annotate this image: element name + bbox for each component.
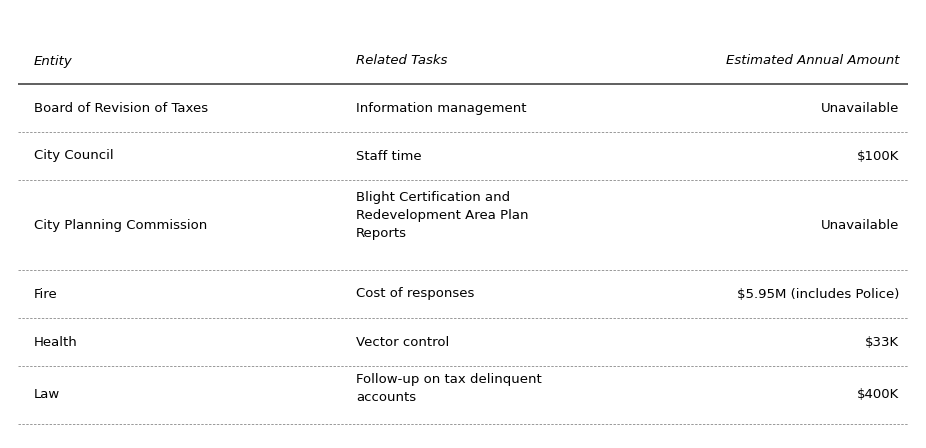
Text: Health: Health (34, 336, 78, 349)
Text: Staff time: Staff time (357, 150, 422, 163)
Text: $33K: $33K (865, 336, 899, 349)
Text: Fire: Fire (34, 288, 57, 301)
Text: Board of Revision of Taxes: Board of Revision of Taxes (34, 102, 208, 115)
Text: Law: Law (34, 388, 60, 401)
Text: Follow-up on tax delinquent
accounts: Follow-up on tax delinquent accounts (357, 373, 542, 404)
Text: City Council: City Council (34, 150, 114, 163)
Text: Entity: Entity (34, 55, 73, 68)
Text: Blight Certification and
Redevelopment Area Plan
Reports: Blight Certification and Redevelopment A… (357, 191, 529, 240)
Text: City Planning Commission: City Planning Commission (34, 219, 207, 232)
Text: Unavailable: Unavailable (820, 102, 899, 115)
Text: Cost of responses: Cost of responses (357, 288, 475, 301)
Text: $100K: $100K (857, 150, 899, 163)
Text: Related Tasks: Related Tasks (357, 55, 447, 68)
Text: Vector control: Vector control (357, 336, 449, 349)
Text: Information management: Information management (357, 102, 527, 115)
Text: $5.95M (includes Police): $5.95M (includes Police) (737, 288, 899, 301)
Text: $400K: $400K (857, 388, 899, 401)
Text: Estimated Annual Amount: Estimated Annual Amount (726, 55, 899, 68)
Text: Unavailable: Unavailable (820, 219, 899, 232)
